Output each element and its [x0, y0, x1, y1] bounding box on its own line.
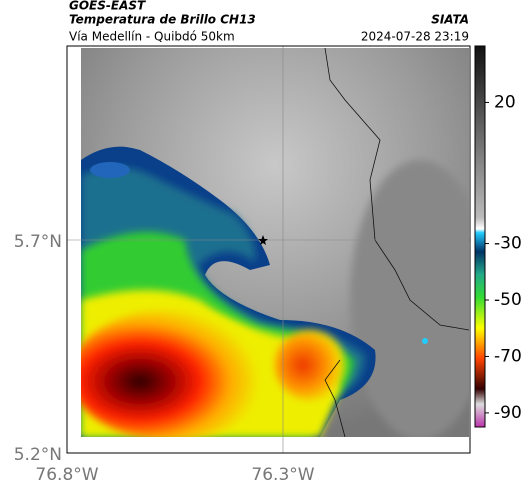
colorbar-tick-label: -50	[494, 290, 522, 310]
title: Temperatura de Brillo CH13	[69, 13, 256, 27]
border	[324, 48, 469, 331]
satellite-image	[66, 45, 471, 454]
org: SIATA	[431, 13, 469, 27]
colorbar-tick-label: -30	[494, 234, 522, 254]
colorbar-tick-label: -70	[494, 346, 522, 366]
coastline	[324, 359, 346, 437]
axis-labels: 5.7°N 5.2°N 76.8°W 76.3°W	[14, 232, 315, 485]
colorbar: 20 -30 -50 -70 -90	[474, 45, 522, 428]
subtitle: Vía Medellín - Quibdó 50km	[69, 30, 235, 44]
frame	[66, 45, 471, 454]
colorbar-ramp	[474, 45, 486, 428]
city-marker	[258, 235, 268, 245]
convective-core	[275, 330, 345, 400]
header: GOES-EAST Temperatura de Brillo CH13 SIA…	[69, 0, 469, 44]
convective-core	[81, 310, 270, 437]
datetime: 2024-07-28 23:19	[361, 30, 469, 44]
y-label: 5.2°N	[14, 445, 62, 465]
y-label: 5.7°N	[14, 232, 62, 252]
cold-cloud	[422, 338, 428, 344]
colorbar-tick-label: 20	[494, 92, 516, 112]
x-label: 76.3°W	[251, 465, 314, 485]
source: GOES-EAST	[69, 0, 146, 13]
x-label: 76.8°W	[35, 465, 98, 485]
cold-cloud	[90, 162, 130, 178]
colorbar-tick-label: -90	[494, 403, 522, 423]
